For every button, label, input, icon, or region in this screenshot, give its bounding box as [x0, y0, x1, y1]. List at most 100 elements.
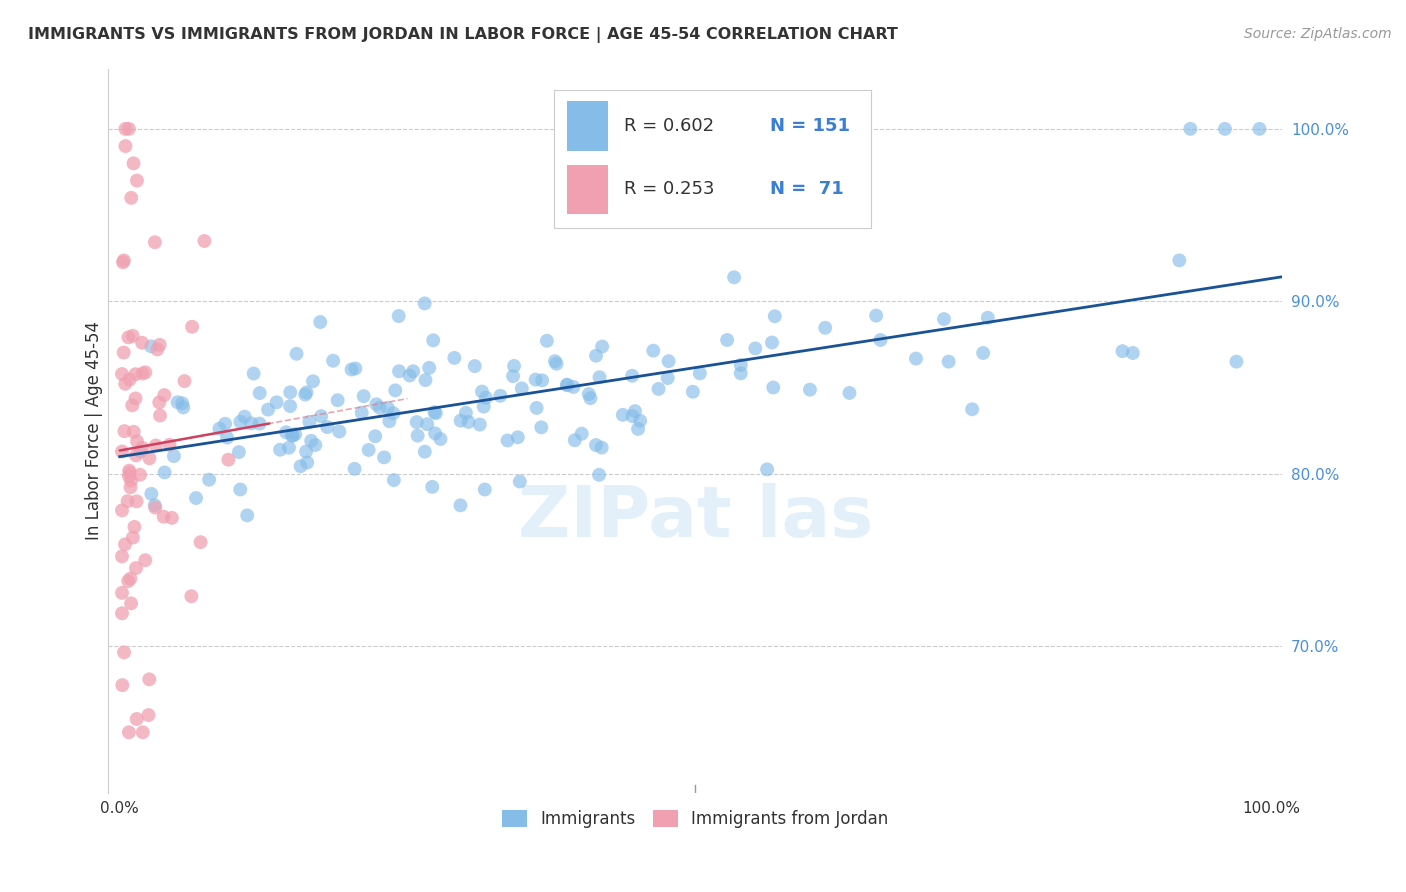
Immigrants [326, 393, 349, 408]
Immigrants [143, 498, 166, 512]
Immigrants from Jordan [181, 319, 204, 334]
Immigrants [290, 459, 312, 474]
Immigrants from Jordan [121, 531, 143, 545]
Immigrants [730, 358, 752, 372]
Immigrants from Jordan [114, 121, 136, 136]
Immigrants [555, 378, 578, 392]
Immigrants [972, 346, 994, 360]
Immigrants from Jordan [111, 607, 134, 621]
Immigrants [938, 354, 960, 368]
Immigrants from Jordan [138, 708, 160, 723]
Immigrants [536, 334, 558, 348]
Immigrants from Jordan [111, 367, 134, 381]
Immigrants [612, 408, 634, 422]
Immigrants [277, 441, 299, 455]
Immigrants [904, 351, 927, 366]
Immigrants [960, 402, 983, 417]
Immigrants [299, 434, 322, 448]
Immigrants from Jordan [217, 452, 239, 467]
Immigrants [716, 333, 738, 347]
Immigrants [761, 335, 783, 350]
Immigrants [281, 428, 304, 442]
Immigrants from Jordan [129, 467, 152, 482]
Immigrants [869, 333, 891, 347]
Immigrants [588, 370, 610, 384]
Immigrants [571, 426, 593, 441]
Immigrants [322, 353, 344, 368]
Immigrants [343, 462, 366, 476]
Immigrants [344, 361, 367, 376]
Immigrants from Jordan [124, 520, 146, 534]
Immigrants [450, 414, 472, 428]
Immigrants [302, 374, 325, 388]
Immigrants from Jordan [125, 434, 148, 449]
Immigrants [585, 349, 607, 363]
Immigrants from Jordan [131, 441, 153, 455]
Immigrants from Jordan [193, 234, 215, 248]
Immigrants from Jordan [111, 444, 134, 458]
Immigrants [932, 312, 955, 326]
Immigrants from Jordan [111, 255, 134, 269]
Immigrants [388, 309, 411, 323]
Immigrants [799, 383, 821, 397]
Immigrants from Jordan [112, 345, 135, 359]
Immigrants from Jordan [112, 645, 135, 659]
Immigrants from Jordan [131, 367, 153, 381]
Immigrants [295, 444, 318, 458]
Immigrants [530, 420, 553, 434]
Immigrants from Jordan [120, 474, 142, 488]
Immigrants from Jordan [122, 156, 145, 170]
Immigrants from Jordan [153, 388, 176, 402]
Immigrants from Jordan [117, 330, 139, 344]
Immigrants [184, 491, 207, 505]
Immigrants [762, 380, 785, 394]
Immigrants [657, 371, 679, 385]
Text: IMMIGRANTS VS IMMIGRANTS FROM JORDAN IN LABOR FORCE | AGE 45-54 CORRELATION CHAR: IMMIGRANTS VS IMMIGRANTS FROM JORDAN IN … [28, 27, 898, 43]
Immigrants [814, 320, 837, 334]
Immigrants [464, 359, 486, 373]
Immigrants [585, 438, 607, 452]
Immigrants [423, 405, 446, 419]
Immigrants [763, 310, 786, 324]
Immigrants [1122, 346, 1144, 360]
Immigrants from Jordan [120, 191, 142, 205]
Immigrants [378, 414, 401, 428]
Immigrants [865, 309, 887, 323]
Immigrants [730, 367, 752, 381]
Immigrants from Jordan [148, 395, 170, 409]
Immigrants [502, 369, 524, 384]
Immigrants from Jordan [149, 409, 172, 423]
Immigrants from Jordan [190, 535, 212, 549]
Immigrants [294, 387, 316, 401]
Immigrants [1180, 121, 1202, 136]
Immigrants [682, 384, 704, 399]
Y-axis label: In Labor Force | Age 45-54: In Labor Force | Age 45-54 [86, 321, 103, 540]
Immigrants from Jordan [138, 673, 160, 687]
Text: Source: ZipAtlas.com: Source: ZipAtlas.com [1244, 27, 1392, 41]
Immigrants [373, 450, 395, 465]
Immigrants [422, 334, 444, 348]
Immigrants [350, 406, 373, 420]
Immigrants [526, 401, 548, 415]
Immigrants [366, 397, 388, 411]
Immigrants [153, 466, 176, 480]
Immigrants [274, 425, 297, 440]
Immigrants [364, 429, 387, 443]
Immigrants [368, 401, 391, 415]
Immigrants [413, 444, 436, 458]
Immigrants [416, 417, 439, 431]
Immigrants [309, 315, 332, 329]
Immigrants from Jordan [124, 368, 146, 382]
Immigrants [415, 373, 437, 387]
Immigrants [977, 310, 1000, 325]
Immigrants [382, 473, 405, 487]
Immigrants [457, 415, 479, 429]
Immigrants [627, 422, 650, 436]
Immigrants [1249, 121, 1271, 136]
Immigrants [420, 480, 443, 494]
Immigrants from Jordan [121, 398, 143, 412]
Immigrants [1213, 121, 1236, 136]
Immigrants from Jordan [111, 678, 134, 692]
Immigrants [298, 415, 321, 429]
Immigrants [475, 391, 498, 405]
